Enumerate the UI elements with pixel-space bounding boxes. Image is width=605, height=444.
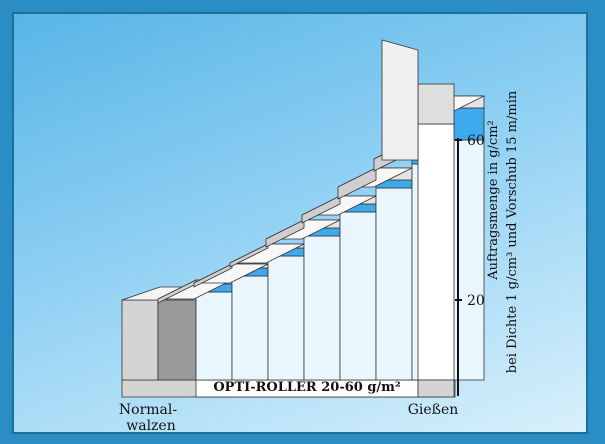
bar-step-6-front [375, 187, 413, 381]
band-label: OPTI-ROLLER 20-60 g/m² [213, 380, 400, 395]
bar-step-3-front [267, 255, 305, 381]
bar-step-8-back-panel [381, 39, 419, 161]
bar-step-5-front [339, 211, 377, 381]
y-axis-label-line2: bei Dichte 1 g/cm³ und Vorschub 15 m/min [505, 90, 520, 373]
bar-step-2-front [231, 275, 269, 381]
x-label-giessen: Gießen [408, 402, 459, 418]
y-axis-label-line1: Auftragsmenge in g/cm² [486, 120, 501, 280]
bar-step-4-side [265, 219, 305, 248]
x-label-normalwalzen-line1: Normal- [119, 402, 177, 418]
bar-giessen-cap [417, 83, 455, 125]
bar-giessen-front [417, 123, 455, 381]
y-tick-label-20: 20 [467, 293, 485, 309]
x-label-normalwalzen-line2: walzen [126, 418, 176, 434]
bar-giessen-base [417, 379, 455, 398]
bar-step-3-side [229, 243, 269, 268]
bar-step-5-side [301, 195, 341, 224]
bar-normalwalzen-left-face [121, 299, 159, 381]
bar-step-1-front [195, 291, 233, 381]
bar-step-2-side [193, 263, 233, 288]
bar-normalwalzen-front [157, 299, 197, 381]
bars-layer [121, 39, 485, 398]
bar-step-4-front [303, 235, 341, 381]
bar-step-6-side [337, 167, 377, 200]
y-tick-label-60: 60 [467, 133, 485, 149]
